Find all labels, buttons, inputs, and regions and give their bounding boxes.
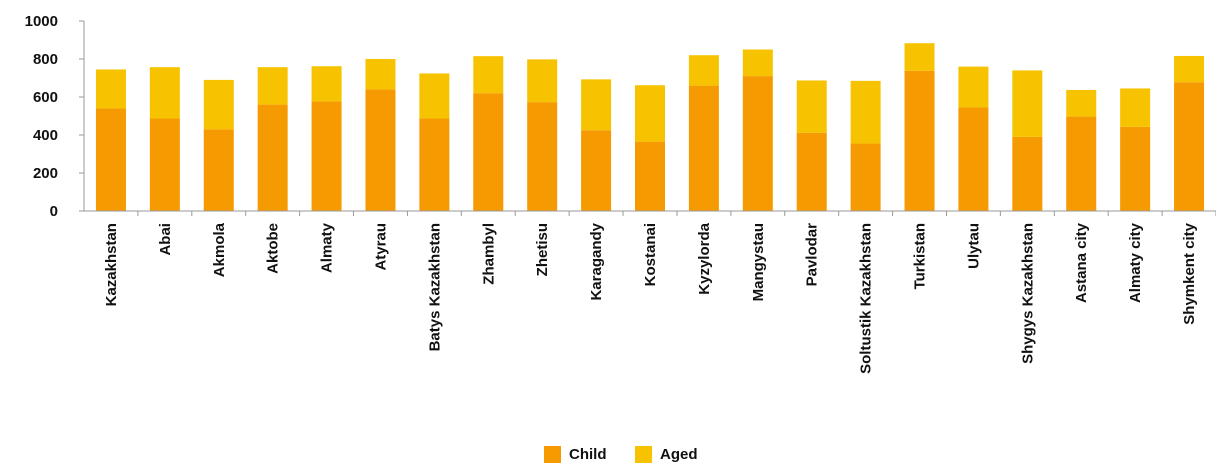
bar-child-kyzylorda <box>688 85 719 211</box>
x-tick-label: Zhambyl <box>480 223 497 285</box>
bar-child-shymkent-city <box>1174 82 1205 212</box>
x-tick-label: Almaty city <box>1127 222 1144 303</box>
bar-child-kazakhstan <box>95 108 126 211</box>
x-tick-label: Atyrau <box>372 223 389 271</box>
bar-aged-pavlodar <box>796 80 827 133</box>
legend-swatch-child <box>544 446 561 463</box>
x-tick-label: Turkistan <box>912 223 929 289</box>
x-tick-label: Soltustik Kazakhstan <box>858 223 875 374</box>
bar-aged-karagandy <box>581 79 612 131</box>
bar-aged-ulytau <box>958 66 989 108</box>
bar-aged-zhambyl <box>473 56 504 94</box>
x-tick-label: Kazakhstan <box>103 223 120 306</box>
bar-child-batys-kazakhstan <box>419 118 450 211</box>
x-tick-label: Kyzylorda <box>696 222 713 294</box>
bar-child-karagandy <box>581 130 612 211</box>
x-tick-label: Astana city <box>1073 222 1090 303</box>
bar-child-zhambyl <box>473 93 504 211</box>
bar-child-shygys-kazakhstan <box>1012 136 1043 211</box>
bar-aged-batys-kazakhstan <box>419 73 450 119</box>
y-tick-label: 0 <box>50 203 58 220</box>
bar-aged-kostanai <box>635 85 665 142</box>
bar-child-kostanai <box>635 141 665 211</box>
x-tick-label: Shygys Kazakhstan <box>1019 223 1036 364</box>
bar-aged-shymkent-city <box>1174 55 1205 83</box>
bar-child-soltustik-kazakhstan <box>850 143 881 211</box>
y-tick-label: 800 <box>33 51 58 68</box>
bar-aged-akmola <box>203 79 234 130</box>
bar-aged-kazakhstan <box>95 69 126 109</box>
bar-child-pavlodar <box>796 132 827 211</box>
bar-aged-astana-city <box>1066 89 1097 117</box>
x-tick-label: Zhetisu <box>534 223 551 276</box>
y-tick-label: 600 <box>33 89 58 106</box>
bar-child-ulytau <box>958 107 989 211</box>
bar-aged-zhetisu <box>527 59 558 103</box>
bar-aged-mangystau <box>742 49 773 77</box>
bar-aged-shygys-kazakhstan <box>1012 70 1043 137</box>
bar-child-astana-city <box>1066 116 1097 211</box>
y-tick-label: 400 <box>33 127 58 144</box>
x-tick-label: Abai <box>157 223 174 256</box>
y-tick-label: 200 <box>33 165 58 182</box>
bar-child-atyrau <box>365 89 396 211</box>
bar-aged-almaty <box>311 66 342 102</box>
x-tick-label: Almaty <box>319 222 336 273</box>
x-tick-label: Kostanai <box>642 223 659 286</box>
bar-aged-kyzylorda <box>688 55 719 86</box>
legend-swatch-aged <box>635 446 652 463</box>
y-tick-label: 1000 <box>25 13 58 30</box>
y-axis: 0 200 400 600 800 1000 <box>25 13 85 220</box>
legend-label-aged: Aged <box>660 446 698 463</box>
bar-child-aktobe <box>257 104 288 211</box>
bar-child-zhetisu <box>527 102 558 211</box>
x-tick-label: Karagandy <box>588 222 605 300</box>
bar-aged-almaty-city <box>1120 88 1151 127</box>
x-tick-label: Pavlodar <box>804 223 821 287</box>
bar-child-almaty <box>311 101 342 211</box>
x-tick-label: Shymkent city <box>1181 222 1198 324</box>
bar-aged-soltustik-kazakhstan <box>850 80 881 144</box>
bar-aged-turkistan <box>904 43 935 71</box>
x-tick-label: Akmola <box>211 222 228 277</box>
bar-aged-abai <box>149 67 180 119</box>
x-tick-label: Aktobe <box>265 223 282 274</box>
bars-group <box>95 43 1205 212</box>
x-axis: Kazakhstan Abai Akmola Aktobe Almaty Atyrau Ba… <box>84 210 1216 374</box>
x-tick-label: Ulytau <box>965 223 982 269</box>
bar-child-mangystau <box>742 76 773 211</box>
bar-aged-atyrau <box>365 59 396 90</box>
x-tick-label: Batys Kazakhstan <box>426 223 443 351</box>
x-tick-label: Mangystau <box>750 223 767 301</box>
bar-aged-aktobe <box>257 67 288 105</box>
bar-child-akmola <box>203 129 234 211</box>
legend: Child Aged <box>544 446 698 463</box>
bar-child-abai <box>149 118 180 211</box>
bar-child-turkistan <box>904 70 935 211</box>
bar-child-almaty-city <box>1120 126 1151 211</box>
legend-label-child: Child <box>569 446 607 463</box>
